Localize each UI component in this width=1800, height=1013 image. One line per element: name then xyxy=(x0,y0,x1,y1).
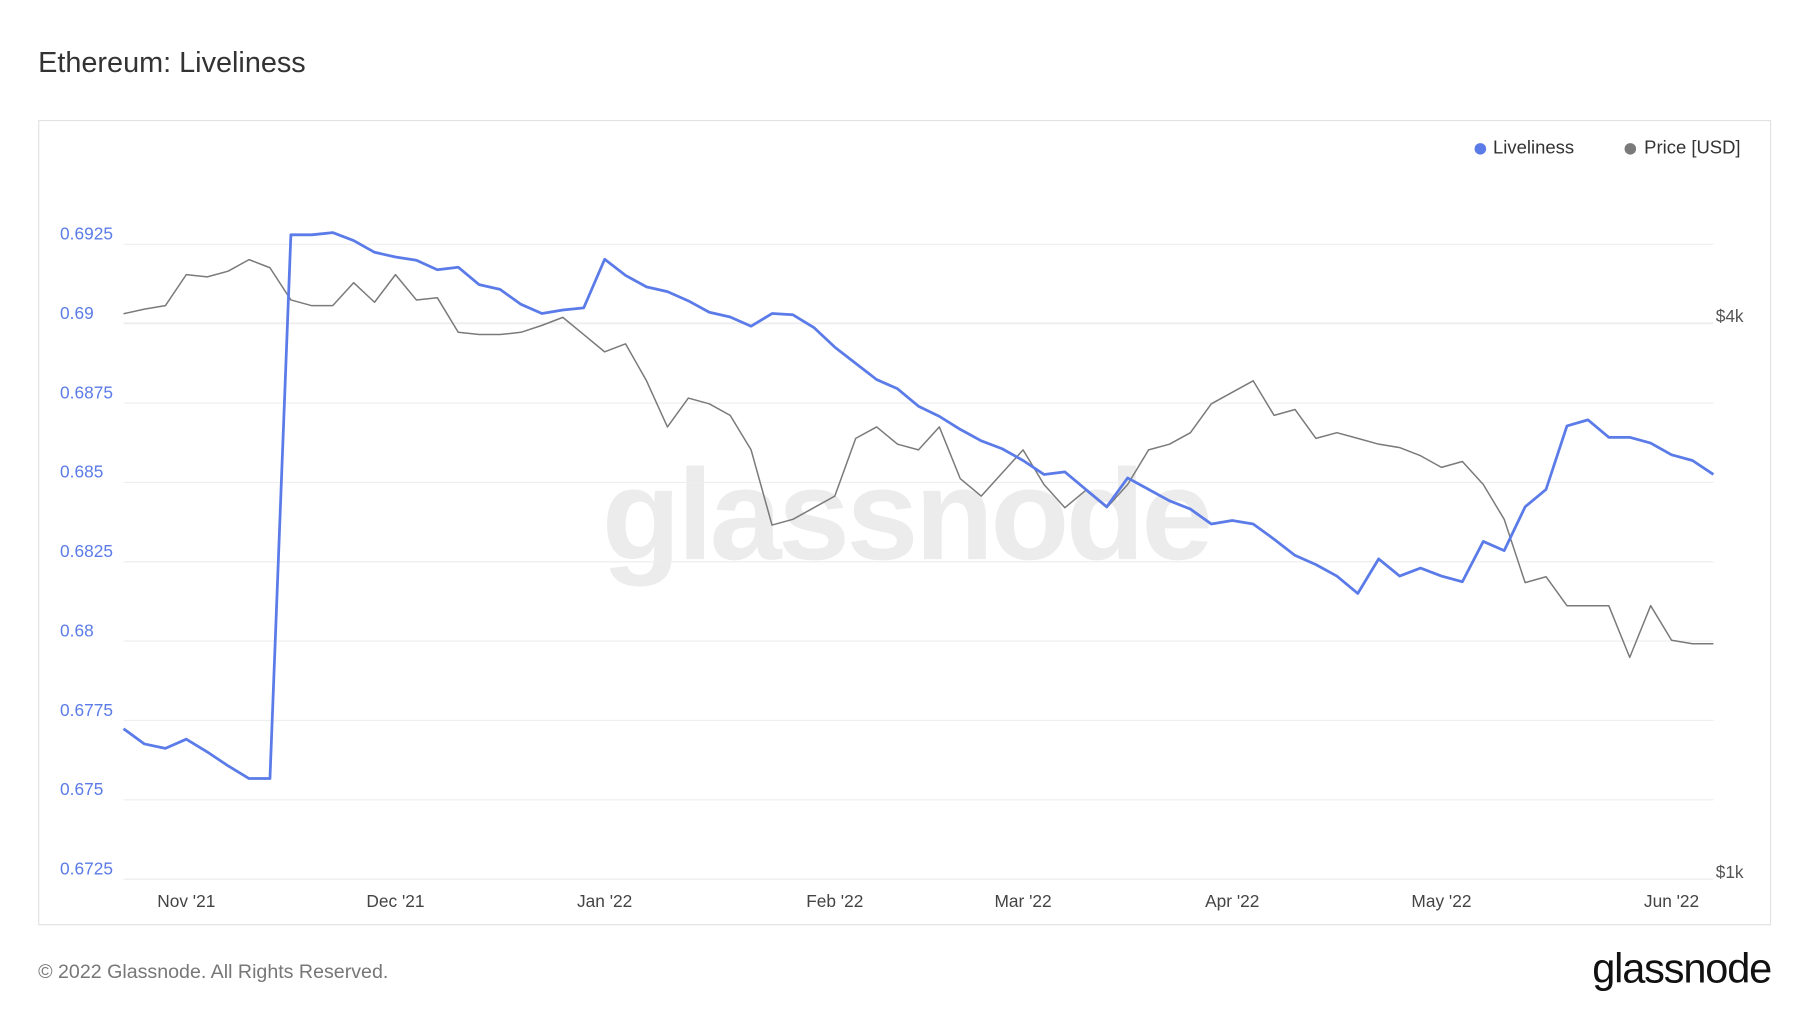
x-tick-label: Apr '22 xyxy=(1205,891,1259,911)
series-line xyxy=(122,231,1715,780)
series-line xyxy=(123,258,1714,659)
y-tick-label: 0.685 xyxy=(60,462,103,482)
watermark: glassnode xyxy=(602,443,1210,587)
x-tick-label: Dec '21 xyxy=(366,891,424,911)
x-tick-label: Nov '21 xyxy=(157,891,215,911)
x-tick-label: Jan '22 xyxy=(577,891,632,911)
y2-tick-label: $1k xyxy=(1716,862,1744,882)
y-tick-label: 0.6725 xyxy=(60,858,113,878)
copyright: © 2022 Glassnode. All Rights Reserved. xyxy=(38,961,388,983)
legend-label: Liveliness xyxy=(1493,137,1574,158)
y-tick-label: 0.675 xyxy=(60,779,103,799)
y-tick-label: 0.6775 xyxy=(60,700,113,720)
x-tick-label: May '22 xyxy=(1411,891,1471,911)
y2-tick-label: $4k xyxy=(1716,306,1744,326)
legend-label: Price [USD] xyxy=(1644,137,1740,158)
legend-marker xyxy=(1624,143,1637,155)
legend-marker xyxy=(1474,143,1487,155)
y-tick-label: 0.6925 xyxy=(60,224,113,244)
x-tick-label: Feb '22 xyxy=(806,891,863,911)
x-tick-label: Jun '22 xyxy=(1644,891,1699,911)
logo: glassnode xyxy=(1592,944,1771,991)
plot-frame xyxy=(38,119,1772,926)
y-tick-label: 0.6875 xyxy=(60,382,113,402)
chart-title: Ethereum: Liveliness xyxy=(38,47,306,79)
y-tick-label: 0.69 xyxy=(60,303,94,323)
y-tick-label: 0.68 xyxy=(60,620,94,640)
y-tick-label: 0.6825 xyxy=(60,541,113,561)
x-tick-label: Mar '22 xyxy=(994,891,1051,911)
